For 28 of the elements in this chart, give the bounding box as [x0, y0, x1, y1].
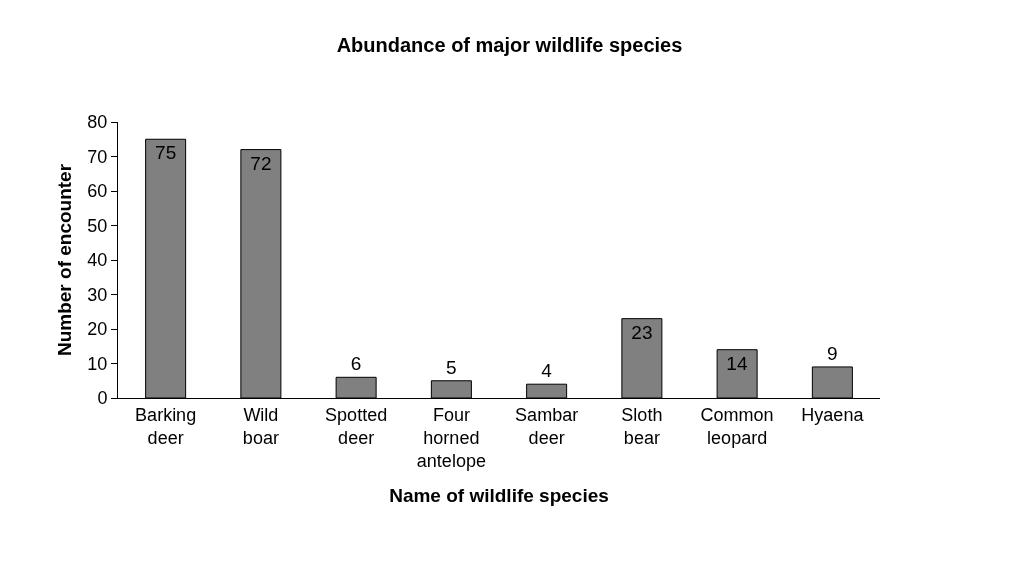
- x-tick-label: Sloth bear: [621, 404, 663, 448]
- data-label: 5: [446, 356, 457, 378]
- x-axis-title: Name of wildlife species: [389, 485, 609, 507]
- x-tick-label: Hyaena: [801, 404, 865, 425]
- data-label: 75: [155, 142, 177, 164]
- y-tick-label: 40: [87, 250, 108, 271]
- x-tick-label: Common leopard: [700, 404, 774, 448]
- y-tick-label: 60: [87, 181, 108, 202]
- data-label: 72: [250, 152, 272, 174]
- x-tick-label: Spotted deer: [325, 404, 388, 448]
- x-tick-label: Four horned antelope: [416, 404, 486, 472]
- data-label: 6: [350, 353, 362, 375]
- x-tick-label: Wild boar: [242, 404, 279, 448]
- y-tick-label: 10: [87, 353, 108, 374]
- chart-title: Abundance of major wildlife species: [336, 34, 683, 57]
- y-tick-label: 50: [87, 215, 108, 236]
- y-tick-label: 20: [87, 319, 108, 340]
- y-tick-label: 80: [87, 112, 108, 133]
- x-tick-label: Sambar deer: [515, 404, 579, 448]
- y-tick-label: 0: [97, 388, 108, 409]
- y-axis-title: Number of encounter: [54, 163, 76, 357]
- data-label: 14: [726, 352, 748, 374]
- y-tick-label: 70: [87, 146, 108, 167]
- x-tick-label: Barking deer: [135, 404, 197, 448]
- data-label: 9: [827, 342, 838, 364]
- data-label: 4: [541, 360, 553, 382]
- y-tick-label: 30: [87, 284, 108, 305]
- data-label: 23: [631, 321, 653, 343]
